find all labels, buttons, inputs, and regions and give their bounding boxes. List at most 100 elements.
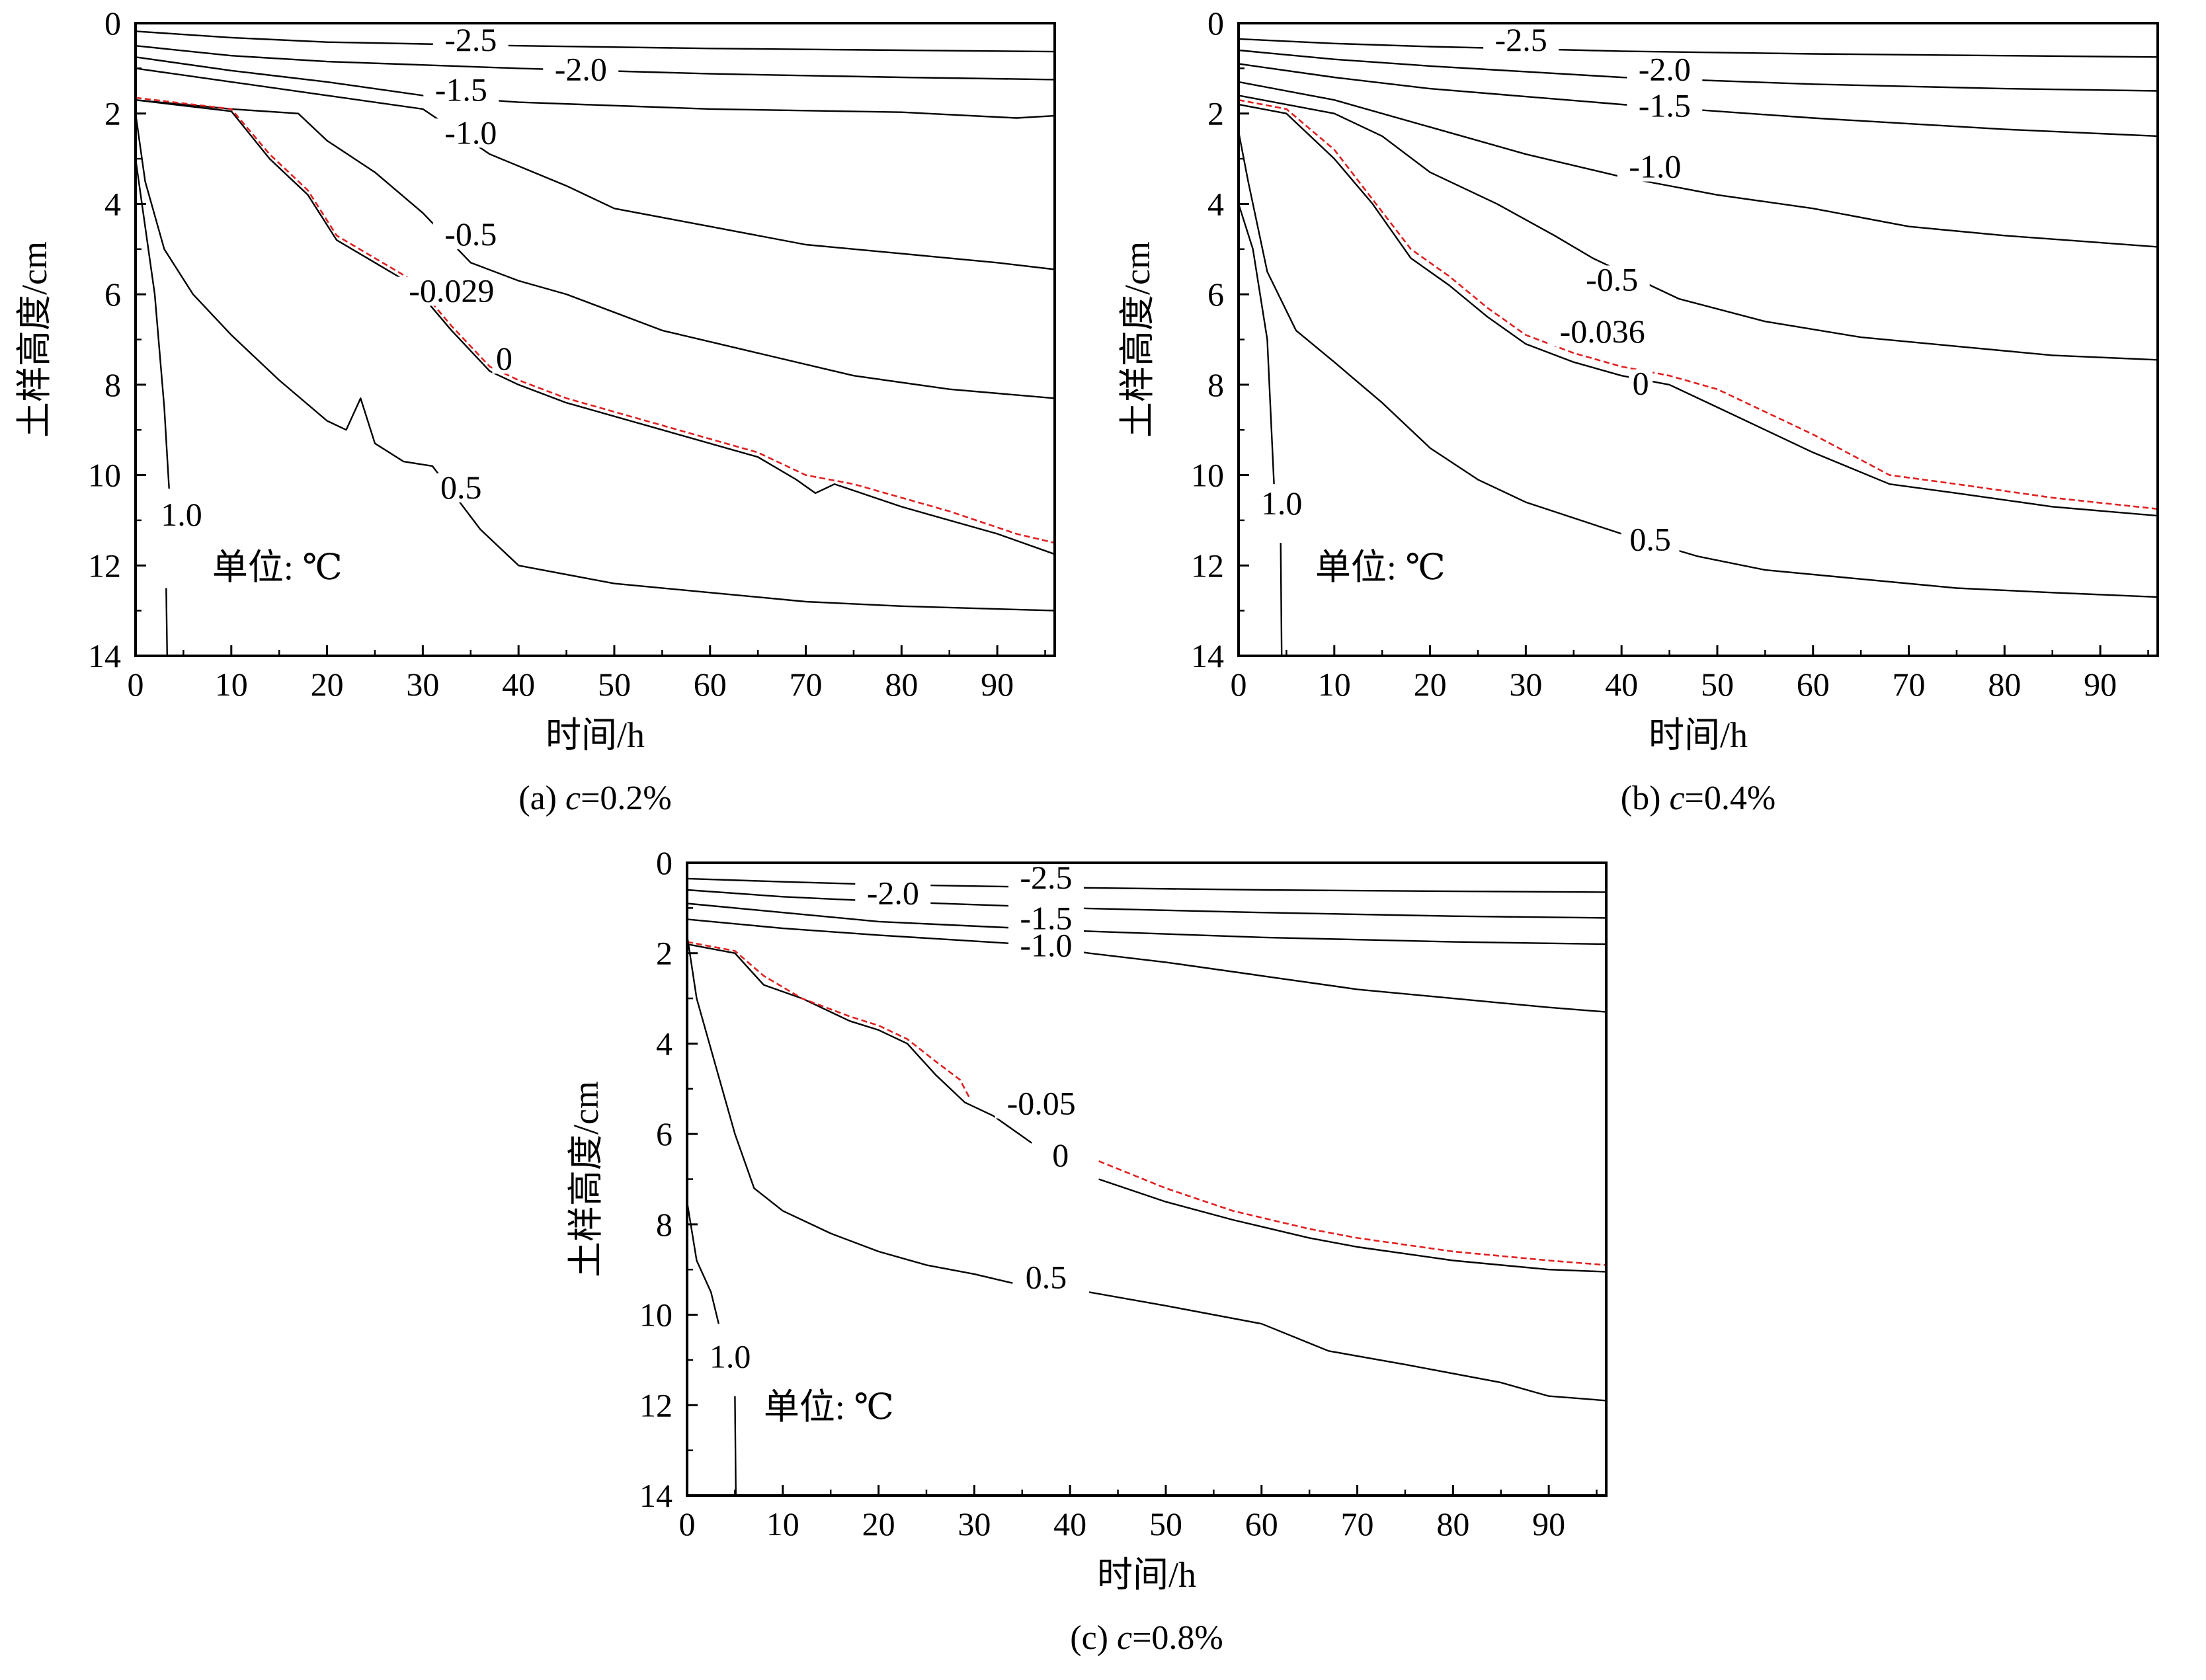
contour-label-1_0: 1.0 xyxy=(710,1338,751,1375)
y-axis-title: 土样高度/cm xyxy=(566,1081,606,1277)
caption-suffix: =0.4% xyxy=(1685,780,1776,817)
unit-note: 单位: ℃ xyxy=(212,547,343,587)
y-tick-label: 0 xyxy=(104,5,121,42)
contour-label-bg xyxy=(432,118,509,148)
contour-label-0_5: 0.5 xyxy=(440,469,482,506)
y-tick-label: 6 xyxy=(656,1115,673,1152)
contour-label-bg xyxy=(1627,91,1703,121)
series-line-0_right xyxy=(1098,1160,1606,1266)
contour-label-1_0: 1.0 xyxy=(161,496,202,533)
y-tick-label: 12 xyxy=(1191,547,1224,584)
contour-label-bg xyxy=(1617,152,1693,182)
contour-label-bg xyxy=(995,1089,1088,1119)
x-tick-label: 80 xyxy=(1988,666,2021,703)
x-axis-title: 时间/h xyxy=(1097,1555,1196,1595)
series-line-1_0 xyxy=(687,1201,719,1324)
contour-label-2_5: -2.5 xyxy=(1020,859,1072,896)
contour-label-0: 0 xyxy=(496,340,512,377)
y-tick-label: 8 xyxy=(656,1206,673,1243)
series-line-1_0 xyxy=(136,67,1055,270)
series-line-0_05_right xyxy=(1098,1178,1606,1273)
caption-variable: c xyxy=(1669,780,1684,817)
series-line-1_5 xyxy=(1239,63,2158,138)
y-axis-title: 土样高度/cm xyxy=(15,241,54,438)
contour-label-bg xyxy=(543,55,619,85)
unit-note: 单位: ℃ xyxy=(764,1387,894,1427)
panel-caption: (c) c=0.8% xyxy=(1070,1619,1223,1657)
series-line-2_0 xyxy=(687,889,1606,919)
y-tick-label: 4 xyxy=(656,1025,673,1062)
panel-caption: (b) c=0.4% xyxy=(1621,780,1776,817)
contour-label-2_5: -2.5 xyxy=(1495,21,1547,58)
series-line-1_0 xyxy=(687,918,1606,1013)
x-tick-label: 50 xyxy=(598,666,631,703)
x-tick-label: 80 xyxy=(1436,1505,1469,1542)
caption-prefix: (a) xyxy=(518,780,565,817)
y-tick-label: 8 xyxy=(104,366,121,403)
y-tick-label: 12 xyxy=(639,1386,673,1423)
contour-label-bg xyxy=(432,220,509,250)
x-tick-label: 50 xyxy=(1149,1505,1182,1542)
contour-label-2_0: -2.0 xyxy=(555,51,607,88)
y-tick-label: 2 xyxy=(104,95,121,132)
x-tick-label: 80 xyxy=(885,666,918,703)
y-tick-label: 14 xyxy=(639,1477,673,1514)
contour-label-bg xyxy=(701,1342,760,1372)
series-line-0_5 xyxy=(687,935,1013,1284)
x-tick-label: 70 xyxy=(1893,666,1926,703)
contour-label-1_0: -1.0 xyxy=(444,114,497,151)
contour-label-0_029: -0.029 xyxy=(409,272,494,309)
contour-label-1_0: 1.0 xyxy=(1261,485,1303,522)
x-tick-label: 50 xyxy=(1701,666,1734,703)
y-tick-label: 2 xyxy=(656,935,673,972)
series-line-0_029 xyxy=(136,99,1055,555)
y-tick-label: 0 xyxy=(1207,5,1224,42)
y-tick-label: 10 xyxy=(88,457,121,494)
y-tick-label: 12 xyxy=(88,547,121,584)
series-line-0 xyxy=(687,941,971,1099)
y-tick-label: 14 xyxy=(88,637,121,674)
y-axis-title: 土样高度/cm xyxy=(1118,241,1157,438)
contour-label-0: 0 xyxy=(1052,1137,1069,1174)
contour-label-0: 0 xyxy=(1633,365,1649,402)
series-line-1_5 xyxy=(136,56,1055,119)
x-tick-label: 10 xyxy=(766,1505,799,1542)
x-tick-label: 70 xyxy=(790,666,823,703)
y-tick-label: 4 xyxy=(1207,185,1224,222)
contour-label-2_0: -2.0 xyxy=(867,875,919,912)
contour-label-bg xyxy=(396,276,507,306)
contour-label-0_5: 0.5 xyxy=(1026,1259,1067,1296)
x-tick-label: 0 xyxy=(679,1505,696,1542)
y-tick-label: 2 xyxy=(1207,95,1224,132)
x-tick-label: 40 xyxy=(1053,1505,1086,1542)
series-line-0_05 xyxy=(687,943,1032,1144)
contour-label-bg xyxy=(492,344,516,374)
contour-label-bg xyxy=(1252,489,1311,518)
caption-suffix: =0.8% xyxy=(1132,1619,1223,1657)
x-axis-title: 时间/h xyxy=(546,715,645,755)
x-axis-title: 时间/h xyxy=(1649,715,1748,755)
series-line-0_5 xyxy=(136,113,1055,612)
caption-prefix: (b) xyxy=(1621,780,1670,817)
contour-label-1_0: -1.0 xyxy=(1629,148,1681,185)
x-tick-label: 20 xyxy=(311,666,344,703)
series-line-2_5 xyxy=(136,30,1055,53)
contour-label-1_5: -1.5 xyxy=(1639,87,1691,124)
y-tick-label: 10 xyxy=(1191,457,1224,494)
series-line-0_5 xyxy=(1239,131,2158,598)
x-tick-label: 60 xyxy=(694,666,727,703)
contour-label-bg xyxy=(1547,317,1658,347)
x-tick-label: 60 xyxy=(1797,666,1830,703)
contour-label-bg xyxy=(1048,1141,1073,1171)
series-line-2_0 xyxy=(1239,49,2158,92)
contour-label-1_5: -1.5 xyxy=(1020,899,1072,936)
contour-label-bg xyxy=(1016,1263,1075,1293)
contour-label-0_5: -0.5 xyxy=(1586,260,1638,298)
x-tick-label: 90 xyxy=(2084,666,2117,703)
contour-label-0_036: -0.036 xyxy=(1560,313,1645,350)
panel-caption: (a) c=0.2% xyxy=(518,780,671,817)
x-tick-label: 20 xyxy=(1414,666,1447,703)
x-tick-label: 30 xyxy=(406,666,439,703)
contour-label-bg xyxy=(152,500,211,530)
